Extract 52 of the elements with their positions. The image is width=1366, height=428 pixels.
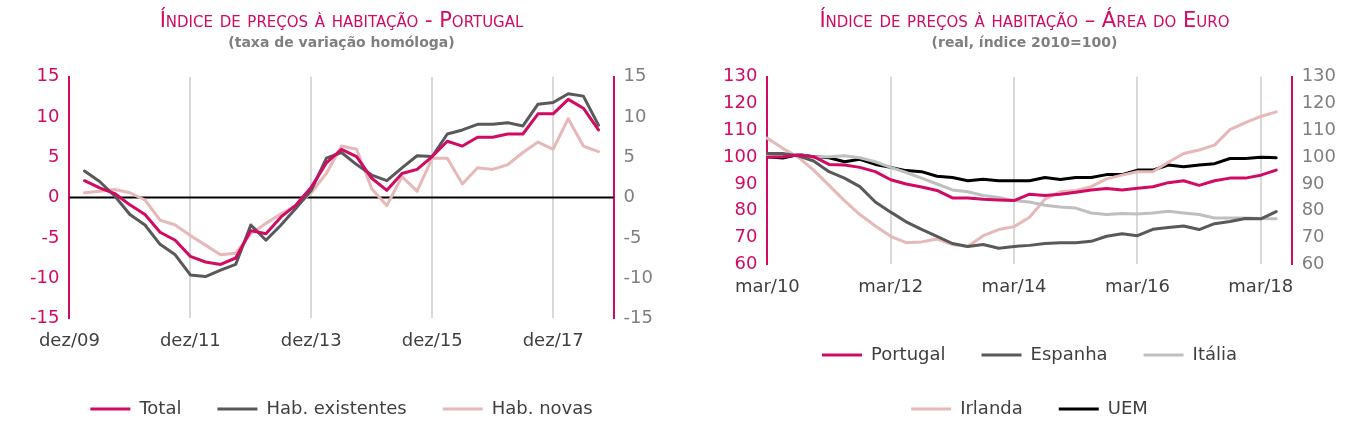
legend-label: UEM [1107,396,1148,418]
y-tick-label: 70 [734,225,758,247]
x-tick-label: dez/11 [159,328,221,350]
y2-tick-label: -15 [623,306,654,328]
chart-subtitle: (taxa de variação homóloga) [227,34,456,52]
x-tick-label: dez/09 [38,328,100,350]
legend-label: Espanha [1030,342,1108,364]
x-tick-label: mar/14 [981,274,1047,296]
y-tick-label: -10 [29,265,60,287]
y-tick-label: 90 [734,171,758,193]
y-tick-label: 15 [36,64,60,86]
legend-label: Hab. existentes [266,396,407,418]
y2-tick-label: -5 [623,225,642,247]
y2-tick-label: -10 [623,265,654,287]
y-tick-label: -15 [29,306,60,328]
chart-title: Índice de preços à habitação - Portugal [158,8,525,34]
legend-label: Irlanda [960,396,1023,418]
y-tick-label: 10 [36,104,60,126]
y2-tick-label: 15 [623,64,647,86]
y2-tick-label: 5 [623,145,636,167]
x-tick-label: mar/12 [858,274,924,296]
x-tick-label: dez/13 [280,328,342,350]
y2-tick-label: 120 [1301,91,1336,113]
y-tick-label: 0 [47,185,60,207]
y2-tick-label: 110 [1301,118,1336,140]
legend-label: Itália [1192,342,1238,364]
y2-tick-label: 60 [1301,252,1325,274]
x-tick-label: mar/16 [1104,274,1170,296]
y-tick-label: 60 [734,252,758,274]
legend-label: Hab. novas [491,396,593,418]
y-tick-label: 110 [723,118,758,140]
x-tick-label: dez/17 [522,328,584,350]
legend-label: Portugal [870,342,946,364]
chart-title: Índice de preços à habitação – Área do Euro [818,8,1231,34]
x-tick-label: mar/18 [1228,274,1294,296]
y-tick-label: 120 [723,91,758,113]
x-tick-label: mar/10 [734,274,800,296]
y2-tick-label: 80 [1301,198,1325,220]
y2-tick-label: 100 [1301,144,1336,166]
legend-label: Total [138,396,182,418]
x-tick-label: dez/15 [401,328,463,350]
y-tick-label: 5 [47,145,60,167]
y-tick-label: -5 [41,225,60,247]
y2-tick-label: 130 [1301,64,1336,86]
y2-tick-label: 70 [1301,225,1325,247]
y-tick-label: 130 [723,64,758,86]
y2-tick-label: 90 [1301,171,1325,193]
chart-subtitle: (real, índice 2010=100) [930,34,1119,52]
y2-tick-label: 10 [623,104,647,126]
y-tick-label: 80 [734,198,758,220]
y2-tick-label: 0 [623,185,636,207]
y-tick-label: 100 [723,144,758,166]
